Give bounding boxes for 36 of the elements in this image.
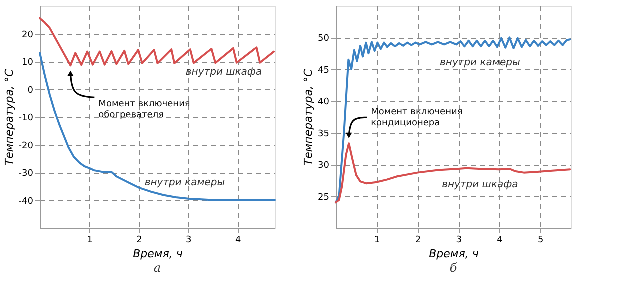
y-tick-label: 25 <box>318 192 330 203</box>
y-axis-title: Температура, °C <box>302 69 316 166</box>
annotation: Момент включения обогревателя <box>98 100 190 121</box>
text: б <box>450 261 458 275</box>
x-tick-label: 4 <box>236 236 242 246</box>
y-tick-label: 30 <box>318 161 330 172</box>
line-series <box>39 52 276 202</box>
x-tick-label: 1 <box>374 236 380 246</box>
line-series <box>39 17 276 67</box>
y-tick-label: 35 <box>318 129 330 140</box>
y-tick-label: -40 <box>18 196 34 207</box>
y-axis-title: Температура, °C <box>2 69 16 166</box>
y-tick-label: 0 <box>28 86 34 96</box>
x-tick-label: 2 <box>415 236 422 246</box>
x-tick-label: 1 <box>87 236 93 246</box>
x-tick-label: 5 <box>538 236 544 246</box>
y-tick-label: 10 <box>22 58 34 68</box>
y-tick-label: -10 <box>18 114 34 124</box>
x-tick-label: 3 <box>186 236 192 246</box>
x-axis-title: Время, ч <box>133 248 184 260</box>
x-axis-title: Время, ч <box>429 248 480 260</box>
line-series <box>335 36 572 204</box>
y-tick-label: -20 <box>18 141 34 152</box>
y-tick-label: -30 <box>18 169 34 179</box>
y-tick-label: 20 <box>22 30 34 40</box>
annotation: Момент включения кондиционера <box>371 108 463 129</box>
series-label: внутри камеры <box>144 177 226 188</box>
y-tick-label: 50 <box>318 34 330 44</box>
series-label: внутри шкафа <box>442 180 518 191</box>
y-tick-label: 45 <box>318 66 330 76</box>
y-tick-label: 40 <box>318 98 330 108</box>
x-tick-label: 2 <box>136 236 142 246</box>
text: а <box>154 261 162 275</box>
line-series <box>335 142 572 204</box>
x-tick-label: 3 <box>456 236 462 246</box>
x-tick-label: 4 <box>497 236 504 246</box>
